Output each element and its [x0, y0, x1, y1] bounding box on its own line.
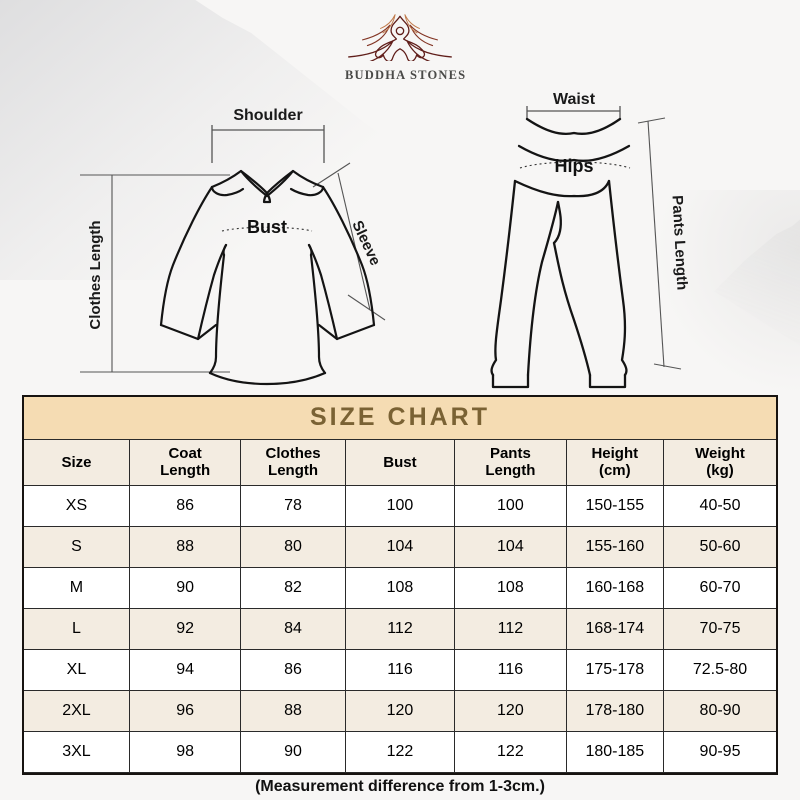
svg-text:Bust: Bust	[247, 217, 287, 237]
svg-text:Clothes Length: Clothes Length	[87, 220, 104, 329]
svg-text:Pants Length: Pants Length	[669, 195, 691, 291]
svg-text:Shoulder: Shoulder	[233, 107, 302, 124]
svg-text:Waist: Waist	[553, 91, 596, 108]
svg-text:Hips: Hips	[554, 156, 593, 176]
